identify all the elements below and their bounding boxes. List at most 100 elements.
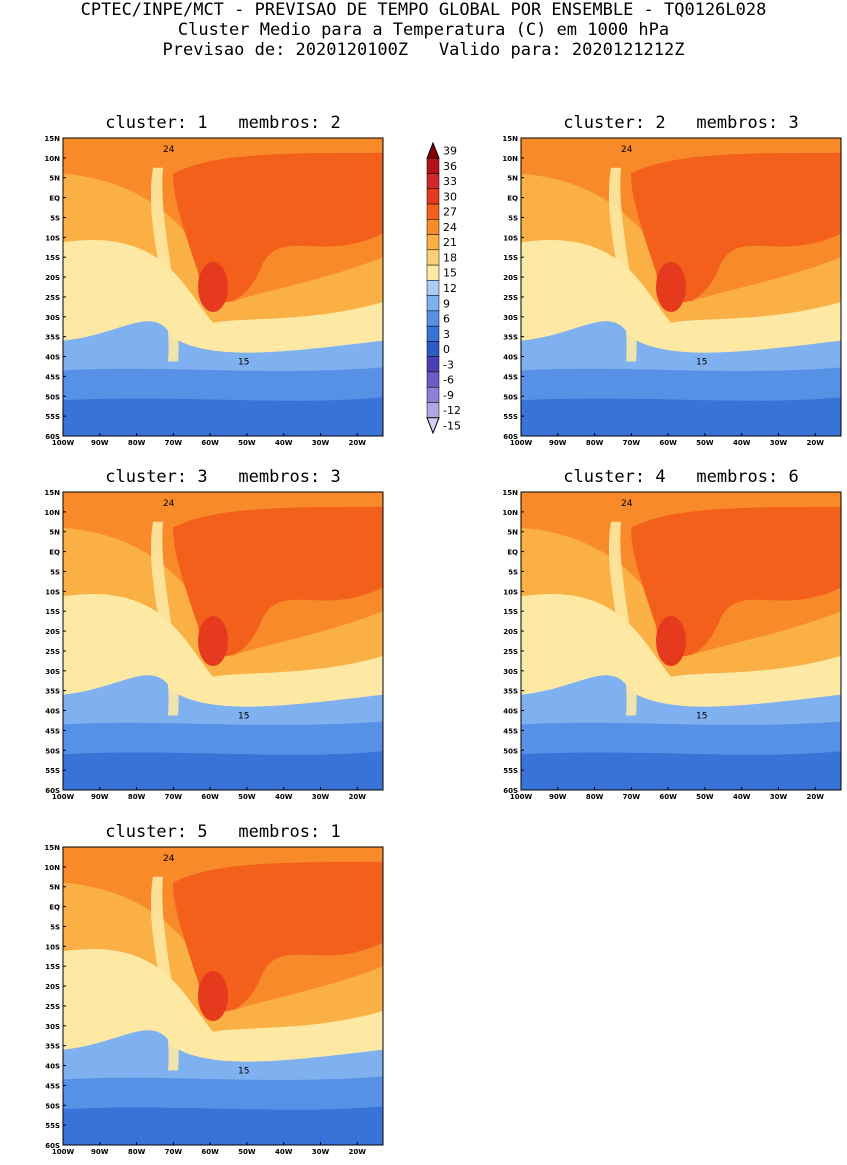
lat-label: 15S bbox=[45, 963, 60, 971]
lat-label: 45S bbox=[45, 727, 60, 735]
lon-label: 60W bbox=[201, 439, 219, 447]
colorbar-label: 36 bbox=[443, 160, 457, 173]
panel-title-4: cluster: 4 membros: 6 bbox=[521, 467, 841, 487]
panel-cluster-label: cluster: bbox=[105, 113, 188, 133]
map-panel-3: 24 15 15N 10N 5N EQ 5S 10S 15S 20S 25S 30S 35S 40S 45S… bbox=[44, 489, 384, 801]
lon-label: 90W bbox=[91, 1148, 109, 1156]
panel-title-3: cluster: 3 membros: 3 bbox=[63, 467, 383, 487]
lon-label: 50W bbox=[696, 439, 714, 447]
colorbar-label: 21 bbox=[443, 236, 457, 249]
coldest-region bbox=[63, 751, 383, 790]
contour-label-24: 24 bbox=[163, 145, 175, 155]
colorbar-label: 18 bbox=[443, 251, 457, 264]
colorbar-cell bbox=[426, 402, 440, 418]
coldest-region bbox=[63, 397, 383, 436]
colorbar-cell bbox=[426, 341, 440, 357]
lon-label: 30W bbox=[312, 1148, 330, 1156]
hot-region bbox=[173, 506, 383, 657]
map-panel-4: 24 15 15N 10N 5N EQ 5S 10S 15S 20S 25S 30S 35S 40S 45S… bbox=[502, 489, 842, 801]
lat-label: 60S bbox=[45, 1142, 60, 1150]
map-frame bbox=[62, 137, 384, 437]
map-panel-1: 24 15 15N 10N 5N EQ 5S 10S 15S 20S 25S 30S 35S 40S 45S… bbox=[44, 135, 384, 447]
colorbar-label: 30 bbox=[443, 190, 457, 203]
header-line-2: Cluster Medio para a Temperatura (C) em … bbox=[177, 20, 670, 40]
lat-label: 25S bbox=[45, 294, 60, 302]
contour-label-15: 15 bbox=[238, 1066, 249, 1076]
colorbar-label: 24 bbox=[443, 221, 457, 234]
lat-label: 5S bbox=[50, 923, 60, 931]
lat-label: 5N bbox=[49, 529, 60, 537]
panel-members-label: membros: bbox=[696, 113, 779, 133]
panel-members: 3 bbox=[330, 467, 341, 487]
colorbar-cell bbox=[426, 371, 440, 388]
lat-label: 20S bbox=[45, 983, 60, 991]
lat-label: 15S bbox=[45, 254, 60, 262]
map-panel-5: 24 15 15N 10N 5N EQ 5S 10S 15S 20S 25S 30S 35S 40S 45S… bbox=[44, 844, 384, 1156]
lat-label: 45S bbox=[503, 373, 518, 381]
lat-label: EQ bbox=[507, 195, 518, 203]
colorbar-label: 33 bbox=[443, 175, 457, 188]
hot-region bbox=[631, 152, 841, 303]
lon-label: 40W bbox=[275, 793, 293, 801]
andes-strip bbox=[608, 521, 637, 716]
lat-label: 35S bbox=[45, 688, 60, 696]
panel-members: 1 bbox=[330, 822, 341, 842]
lat-label: 40S bbox=[45, 708, 60, 716]
lat-label: 55S bbox=[503, 413, 518, 421]
lon-label: 60W bbox=[659, 793, 677, 801]
coldest-region bbox=[63, 1106, 383, 1145]
lon-label: 100W bbox=[52, 793, 75, 801]
lat-label: 55S bbox=[45, 1122, 60, 1130]
lat-label: 5N bbox=[507, 529, 518, 537]
colorbar-cell bbox=[426, 219, 440, 235]
lon-label: 30W bbox=[312, 439, 330, 447]
colorbar-label: -3 bbox=[443, 358, 454, 371]
colorbar-cell bbox=[426, 417, 440, 435]
lon-label: 80W bbox=[586, 793, 604, 801]
lon-label: 20W bbox=[807, 793, 825, 801]
panel-cluster: 5 bbox=[197, 822, 208, 842]
lon-label: 80W bbox=[128, 793, 146, 801]
colorbar-label: 9 bbox=[443, 297, 450, 310]
coldest-region bbox=[521, 397, 841, 436]
lat-label: 45S bbox=[503, 727, 518, 735]
lon-label: 90W bbox=[91, 439, 109, 447]
lon-label: 70W bbox=[623, 793, 641, 801]
lat-label: 10S bbox=[503, 588, 518, 596]
lon-label: 100W bbox=[510, 793, 533, 801]
lon-label: 80W bbox=[128, 1148, 146, 1156]
map-frame bbox=[62, 491, 384, 791]
lat-label: 50S bbox=[45, 1102, 60, 1110]
lat-label: 40S bbox=[45, 354, 60, 362]
colorbar-cell bbox=[426, 158, 440, 174]
lon-label: 70W bbox=[623, 439, 641, 447]
colorbar-cell bbox=[426, 356, 440, 373]
andes-strip bbox=[150, 521, 179, 716]
lat-label: 35S bbox=[503, 688, 518, 696]
lat-label: 20S bbox=[45, 274, 60, 282]
panel-cluster: 2 bbox=[655, 113, 666, 133]
lat-label: 25S bbox=[45, 648, 60, 656]
lon-label: 70W bbox=[165, 439, 183, 447]
panel-members: 3 bbox=[788, 113, 799, 133]
panel-members-label: membros: bbox=[238, 113, 321, 133]
lat-label: 55S bbox=[45, 767, 60, 775]
lat-label: 10N bbox=[502, 509, 518, 517]
lat-label: 15S bbox=[45, 608, 60, 616]
colorbar-cell bbox=[426, 386, 440, 403]
lat-label: 55S bbox=[503, 767, 518, 775]
header-line-1: CPTEC/INPE/MCT - PREVISAO DE TEMPO GLOBA… bbox=[80, 0, 767, 20]
panel-cluster: 4 bbox=[655, 467, 666, 487]
lat-label: 30S bbox=[45, 1023, 60, 1031]
hottest-region bbox=[656, 262, 686, 312]
lon-label: 100W bbox=[510, 439, 533, 447]
lon-label: 90W bbox=[91, 793, 109, 801]
panel-members-label: membros: bbox=[696, 467, 779, 487]
lon-label: 30W bbox=[312, 793, 330, 801]
lat-label: 25S bbox=[503, 294, 518, 302]
lat-label: 5N bbox=[49, 884, 60, 892]
lat-label: 15N bbox=[44, 135, 60, 143]
lat-label: 5N bbox=[507, 175, 518, 183]
colorbar-cell bbox=[426, 203, 440, 220]
lon-label: 40W bbox=[733, 793, 751, 801]
